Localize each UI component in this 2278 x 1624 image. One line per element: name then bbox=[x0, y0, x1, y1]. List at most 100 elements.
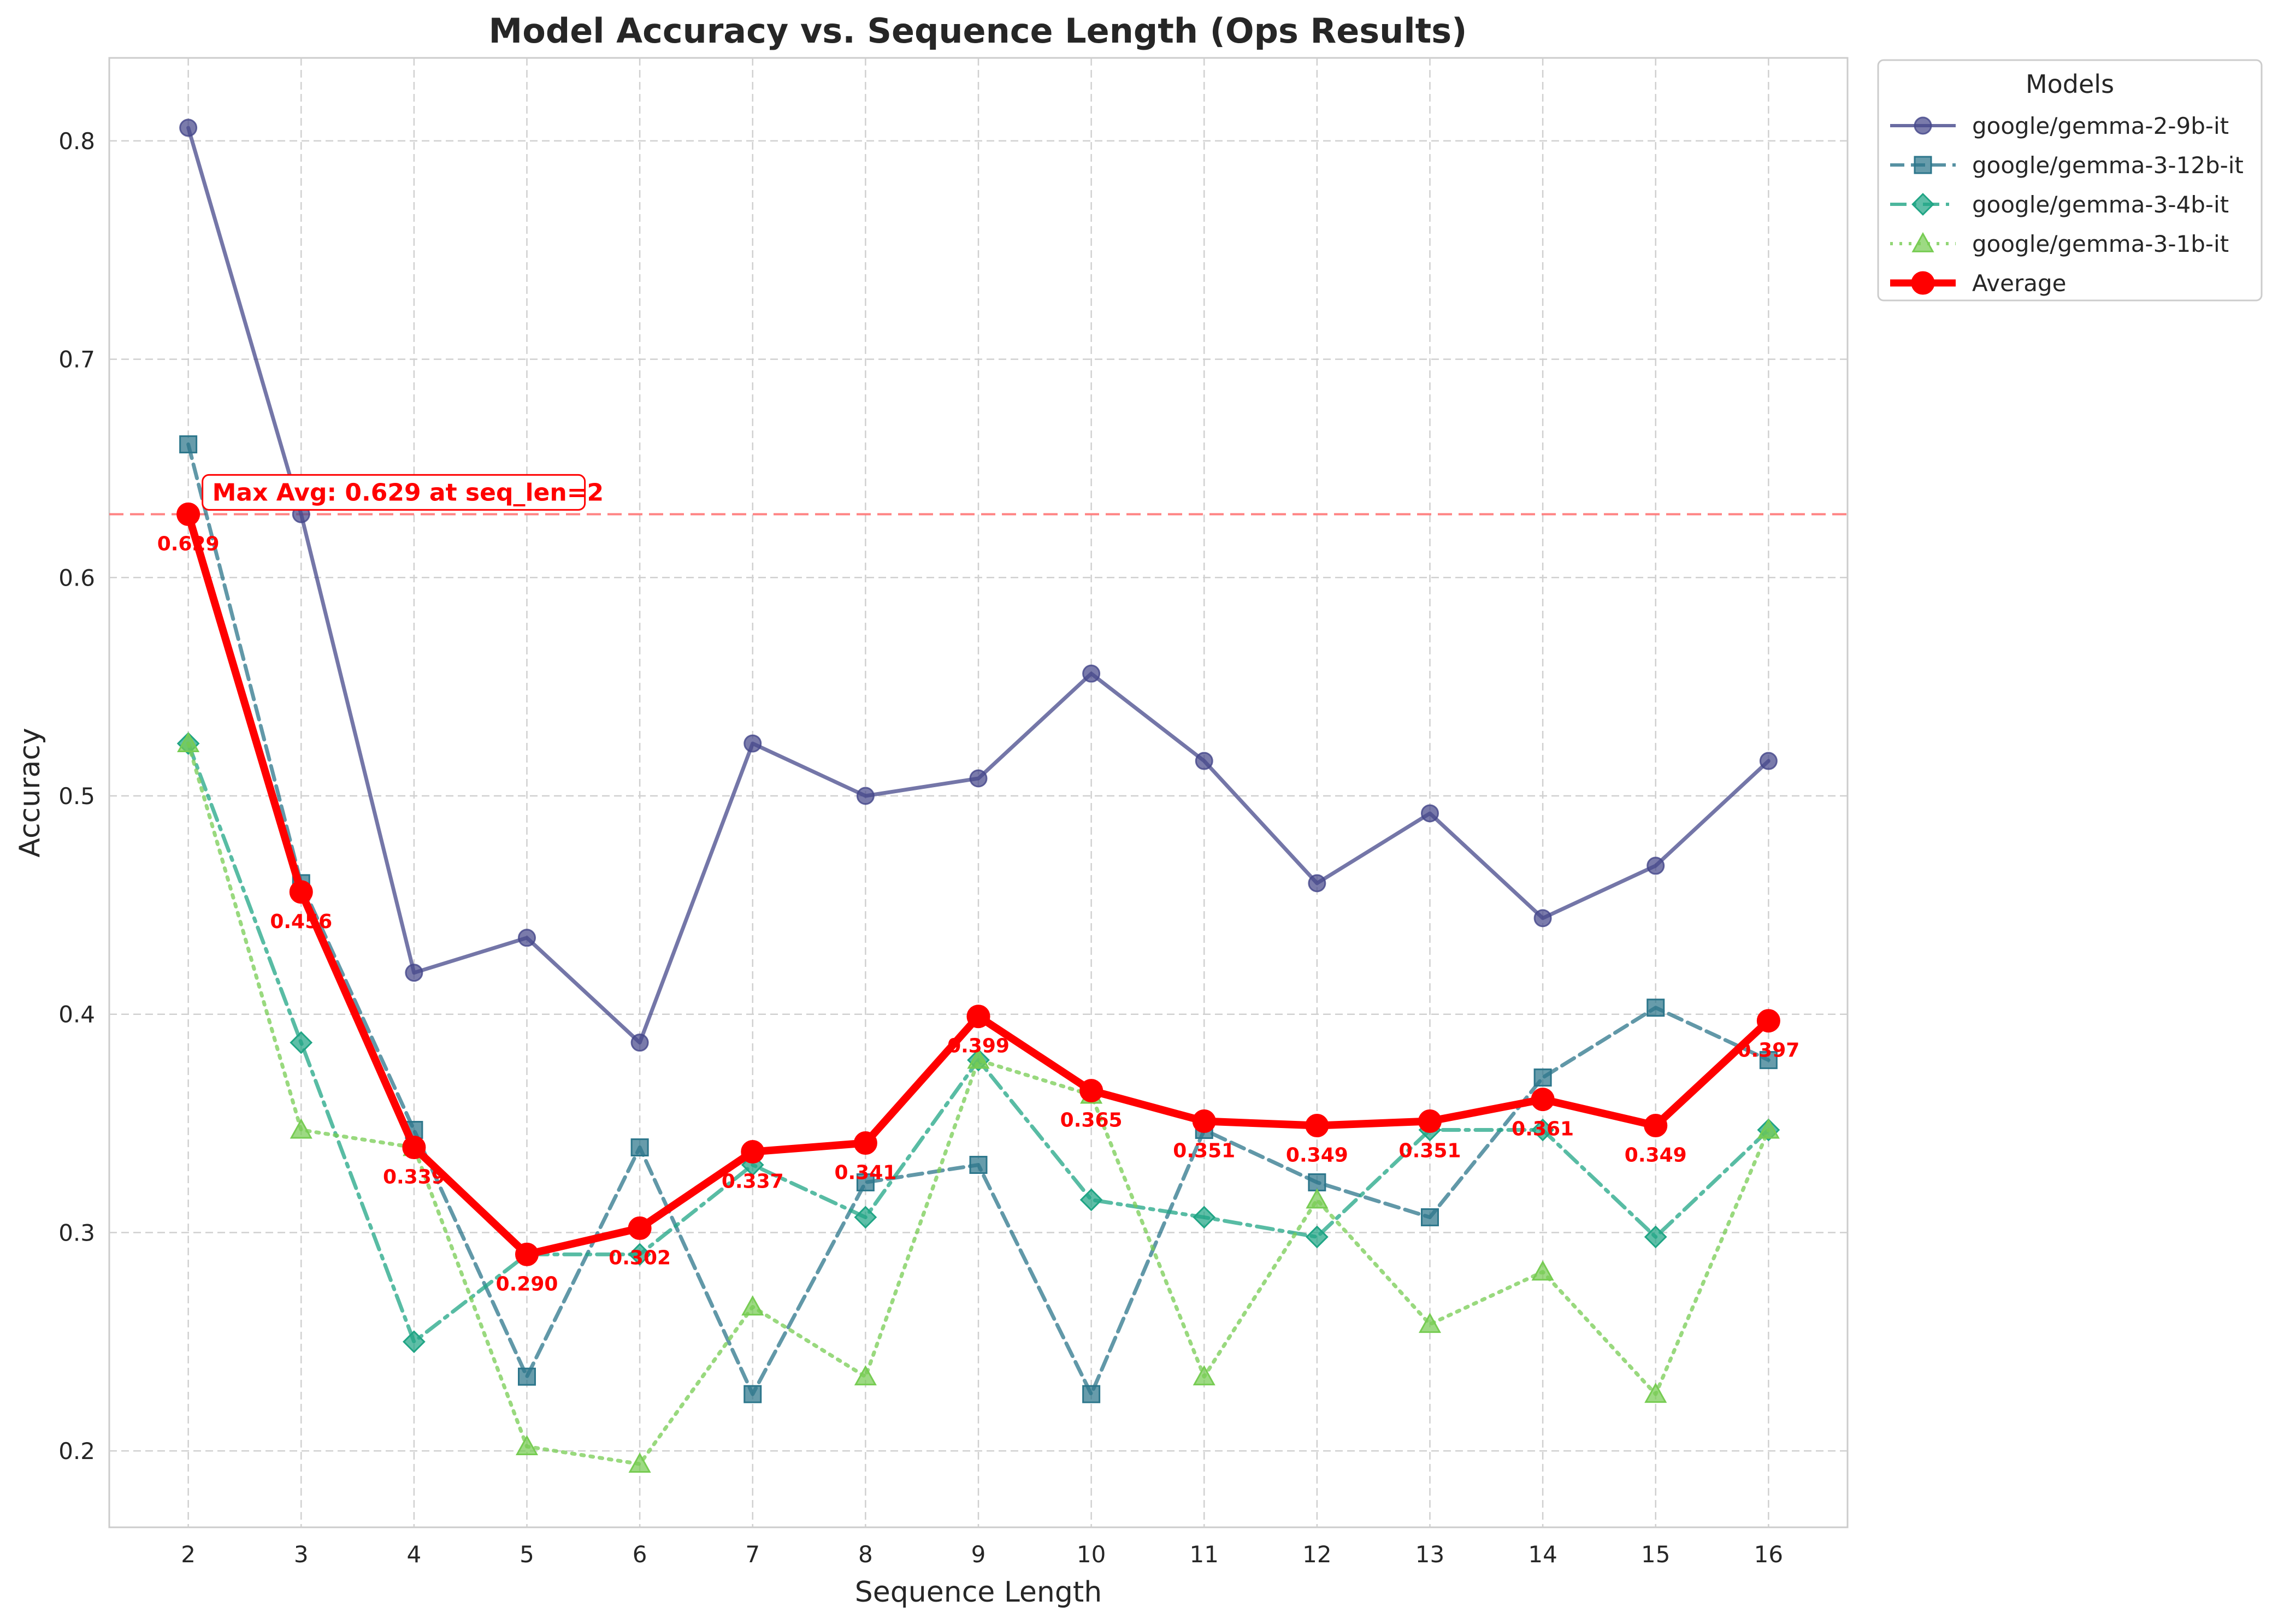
y-tick-label: 0.2 bbox=[58, 1438, 95, 1464]
data-point bbox=[969, 1155, 988, 1174]
data-point bbox=[1082, 664, 1101, 683]
data-point bbox=[1759, 1051, 1778, 1070]
average-point bbox=[1192, 1109, 1216, 1133]
data-point bbox=[1193, 1206, 1216, 1229]
average-point bbox=[1531, 1088, 1555, 1112]
x-tick-label: 10 bbox=[1077, 1541, 1106, 1568]
data-point bbox=[518, 1367, 536, 1386]
y-tick-label: 0.5 bbox=[58, 783, 95, 810]
y-tick-labels: 0.2 0.3 0.4 0.5 0.6 0.7 0.8 bbox=[58, 128, 95, 1464]
series-layer bbox=[176, 119, 1780, 1473]
average-point bbox=[1305, 1114, 1329, 1138]
average-point bbox=[1079, 1079, 1103, 1103]
average-point bbox=[741, 1140, 765, 1164]
data-point bbox=[628, 1452, 651, 1473]
data-point bbox=[1195, 752, 1213, 770]
data-point bbox=[1306, 1188, 1329, 1209]
legend-marker bbox=[1911, 193, 1934, 216]
data-label-layer: 0.629 0.456 0.339 0.290 0.302 0.337 0.341 0.399… bbox=[157, 533, 1800, 1295]
data-point bbox=[1308, 1173, 1326, 1191]
average-point bbox=[1756, 1009, 1780, 1033]
legend-marker bbox=[1911, 232, 1934, 252]
x-tick-label: 3 bbox=[294, 1541, 309, 1568]
legend-entry: Average bbox=[1972, 270, 2066, 297]
average-value-label: 0.399 bbox=[947, 1035, 1010, 1058]
legend-box bbox=[1877, 59, 2263, 302]
average-point bbox=[515, 1242, 539, 1266]
average-point bbox=[1644, 1114, 1668, 1138]
data-point bbox=[630, 1138, 649, 1157]
data-point bbox=[290, 1031, 313, 1054]
legend: Models google/gemma-2-9b-it google/gemma-3… bbox=[1877, 59, 2263, 302]
data-point bbox=[518, 929, 536, 947]
data-point bbox=[1420, 804, 1439, 823]
average-value-label: 0.337 bbox=[722, 1171, 784, 1193]
average-value-label: 0.629 bbox=[157, 533, 220, 555]
data-point bbox=[1644, 1225, 1667, 1249]
x-tick-labels: 2 3 4 5 6 7 8 9 10 11 12 13 14 15 16 bbox=[181, 1541, 1783, 1568]
data-point bbox=[1646, 999, 1665, 1017]
average-value-label: 0.456 bbox=[270, 911, 332, 933]
data-point bbox=[179, 435, 198, 453]
data-point bbox=[1420, 1208, 1439, 1226]
data-point bbox=[1531, 1260, 1554, 1281]
legend-entry: google/gemma-3-4b-it bbox=[1972, 191, 2229, 218]
x-tick-label: 8 bbox=[858, 1541, 873, 1568]
grid-lines bbox=[109, 58, 1848, 1527]
average-value-label: 0.351 bbox=[1173, 1140, 1235, 1162]
data-point bbox=[403, 1330, 426, 1354]
legend-marker bbox=[1914, 156, 1932, 174]
chart-title: Model Accuracy vs. Sequence Length (Ops … bbox=[489, 11, 1467, 51]
data-point bbox=[743, 1385, 762, 1403]
average-point bbox=[289, 880, 313, 904]
data-point bbox=[969, 769, 988, 788]
x-axis-label: Sequence Length bbox=[855, 1576, 1102, 1609]
annotation-box bbox=[202, 474, 586, 511]
legend-marker bbox=[1914, 116, 1932, 135]
data-point bbox=[741, 1295, 764, 1316]
x-tick-label: 13 bbox=[1415, 1541, 1444, 1568]
series-average bbox=[176, 502, 1780, 1266]
average-value-label: 0.365 bbox=[1060, 1109, 1123, 1132]
data-point bbox=[177, 731, 200, 752]
data-point bbox=[290, 1118, 312, 1139]
average-value-label: 0.351 bbox=[1399, 1140, 1461, 1162]
average-point bbox=[966, 1005, 990, 1029]
data-point bbox=[630, 1034, 649, 1052]
data-point bbox=[1533, 1068, 1552, 1087]
legend-entry: google/gemma-3-1b-it bbox=[1972, 231, 2229, 257]
data-point bbox=[628, 1243, 652, 1266]
data-point bbox=[405, 964, 423, 982]
y-tick-label: 0.4 bbox=[58, 1001, 95, 1028]
data-point bbox=[856, 787, 875, 805]
average-value-label: 0.361 bbox=[1512, 1118, 1574, 1141]
data-point bbox=[1079, 1188, 1103, 1212]
series-line bbox=[186, 741, 1771, 1466]
y-tick-label: 0.8 bbox=[58, 128, 95, 155]
series-google-gemma-2-9b-it bbox=[179, 119, 1778, 1052]
data-point bbox=[1531, 1118, 1554, 1142]
data-point bbox=[1308, 874, 1326, 893]
legend-entry: google/gemma-3-12b-it bbox=[1972, 152, 2244, 179]
data-point bbox=[1644, 1383, 1667, 1403]
average-value-label: 0.302 bbox=[609, 1247, 671, 1269]
data-point bbox=[856, 1173, 875, 1191]
average-point bbox=[402, 1136, 426, 1160]
legend-marker bbox=[1911, 271, 1935, 295]
data-point bbox=[743, 734, 762, 753]
y-tick-label: 0.3 bbox=[58, 1219, 95, 1246]
data-point bbox=[1418, 1313, 1442, 1333]
annotation-text: Max Avg: 0.629 at seq_len=2 bbox=[213, 479, 604, 506]
x-tick-label: 15 bbox=[1641, 1541, 1670, 1568]
x-tick-label: 12 bbox=[1302, 1541, 1331, 1568]
data-point bbox=[1757, 1118, 1780, 1139]
annotation-layer: Max Avg: 0.629 at seq_len=2 bbox=[202, 474, 604, 511]
average-point bbox=[1418, 1109, 1442, 1133]
x-tick-label: 16 bbox=[1754, 1541, 1783, 1568]
average-point bbox=[628, 1216, 652, 1240]
average-value-label: 0.341 bbox=[834, 1162, 896, 1184]
x-tick-label: 4 bbox=[407, 1541, 422, 1568]
data-point bbox=[1193, 1365, 1215, 1386]
data-point bbox=[854, 1365, 877, 1386]
x-tick-label: 5 bbox=[520, 1541, 534, 1568]
